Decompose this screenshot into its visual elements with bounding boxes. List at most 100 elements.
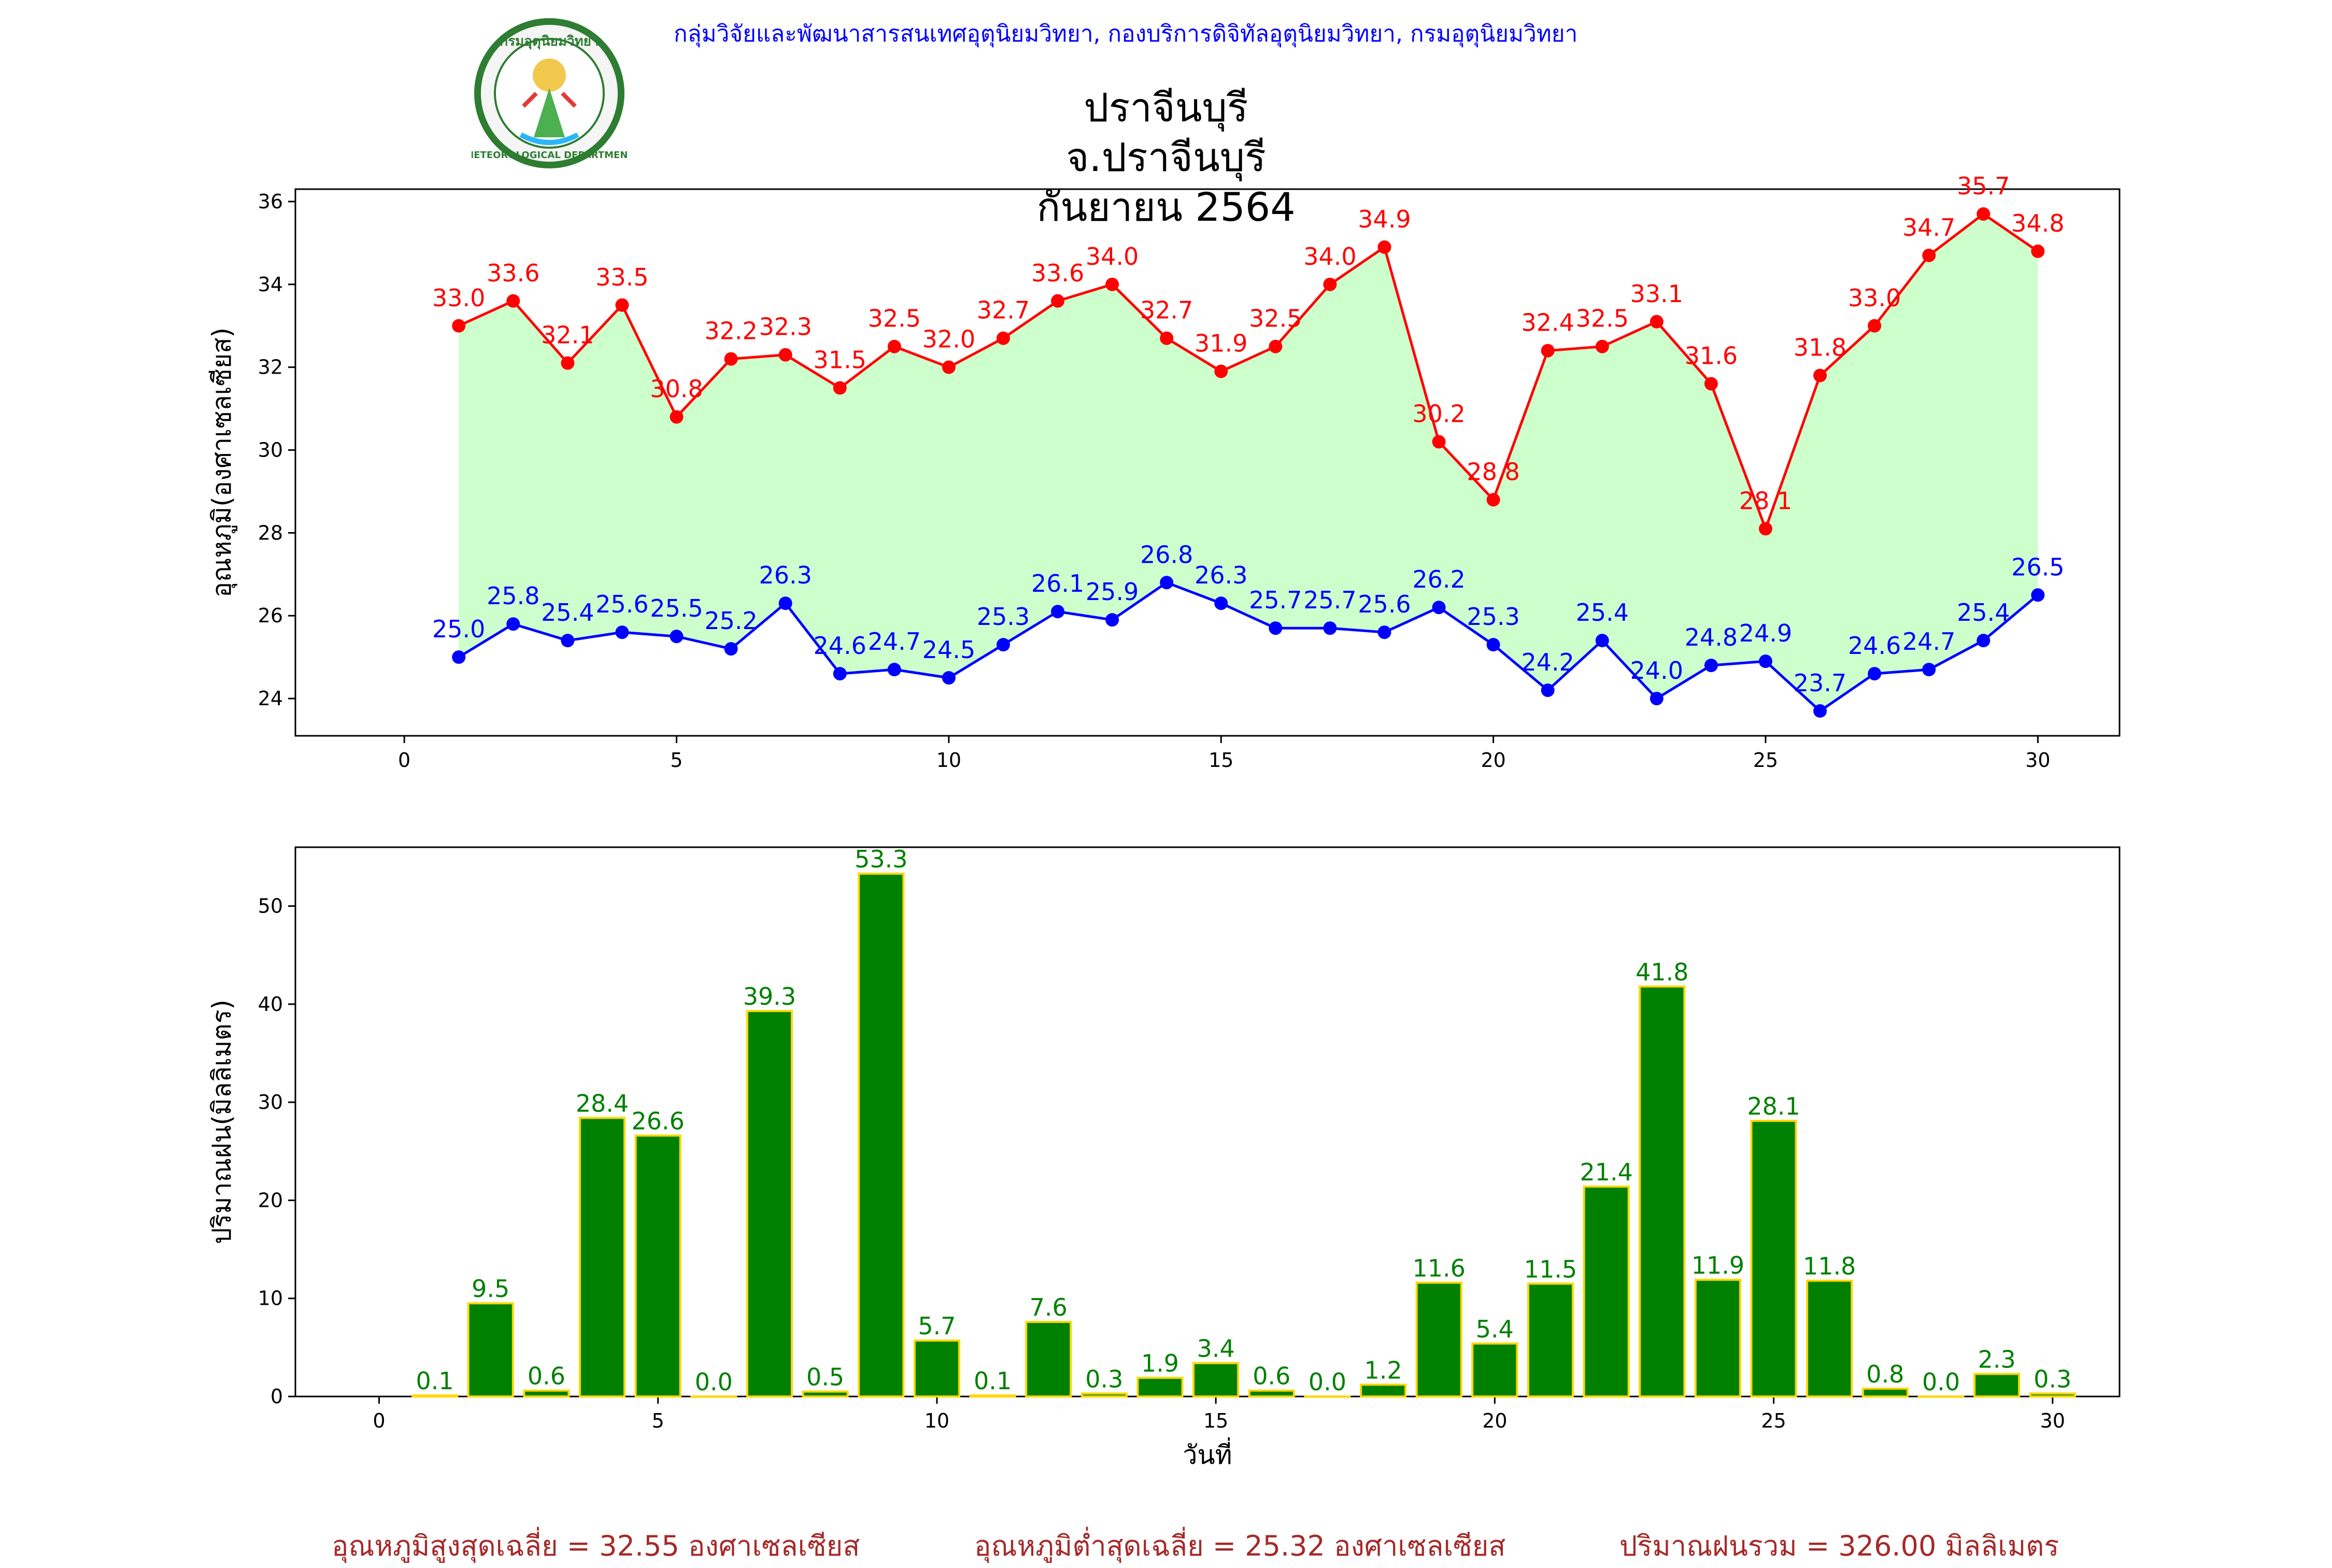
temp-min-data-label: 24.7 — [1902, 628, 1955, 655]
temp-max-point — [724, 352, 738, 366]
temp-min-point — [1269, 621, 1283, 635]
temp-min-point — [1377, 625, 1391, 639]
temp-max-data-label: 33.5 — [595, 263, 648, 291]
seal-bottom-text: METEOROLOGICAL DEPARTMENT — [472, 150, 627, 161]
rain-data-label: 0.5 — [806, 1363, 844, 1391]
rain-bar — [969, 1394, 1016, 1398]
temp-min-data-label: 26.3 — [759, 561, 812, 589]
temp-ytick-label: 34 — [258, 273, 283, 296]
temp-max-data-label: 32.1 — [541, 321, 594, 349]
temp-max-data-label: 30.2 — [1412, 400, 1465, 428]
temp-ytick-label: 30 — [258, 439, 283, 462]
temp-max-data-label: 32.3 — [759, 313, 812, 341]
temp-ytick-label: 28 — [258, 521, 283, 544]
rain-data-label: 0.1 — [974, 1367, 1012, 1395]
temp-max-point — [1160, 331, 1174, 345]
temp-max-point — [1214, 364, 1228, 378]
rain-ytick-label: 20 — [258, 1189, 283, 1211]
temp-xtick-label: 25 — [1753, 749, 1778, 772]
temp-min-point — [1704, 659, 1718, 673]
rain-bar — [1080, 1392, 1128, 1398]
temp-min-point — [1323, 621, 1337, 635]
temp-min-point — [1432, 601, 1446, 615]
temp-max-data-label: 32.4 — [1522, 309, 1574, 337]
rain-bar — [1973, 1373, 2021, 1398]
rain-bar — [1861, 1387, 1909, 1398]
rain-ylabel: ปริมาณฝน(มิลลิเมตร) — [207, 1000, 237, 1244]
temp-max-data-label: 32.7 — [977, 296, 1030, 324]
period-title: กันยายน 2564 — [1036, 184, 1296, 230]
rain-xtick-label: 20 — [1482, 1409, 1507, 1432]
temp-min-data-label: 25.3 — [977, 603, 1030, 631]
rain-data-label: 21.4 — [1580, 1158, 1632, 1186]
temp-min-point — [724, 642, 738, 656]
temp-max-point — [1051, 294, 1065, 308]
temp-min-data-label: 25.7 — [1303, 586, 1356, 614]
temp-max-point — [1595, 339, 1609, 353]
rain-bar — [467, 1302, 514, 1398]
temp-min-data-label: 25.8 — [487, 582, 539, 610]
temp-min-data-label: 25.6 — [1358, 590, 1411, 618]
rain-data-label: 1.2 — [1364, 1356, 1402, 1384]
rain-data-label: 28.4 — [576, 1089, 629, 1117]
rain-data-label: 5.4 — [1476, 1315, 1514, 1343]
rain-bar — [690, 1395, 737, 1398]
temp-min-data-label: 25.6 — [595, 590, 648, 618]
temp-min-data-label: 25.4 — [1576, 598, 1629, 626]
rain-data-label: 41.8 — [1636, 958, 1688, 986]
temp-max-point — [1922, 248, 1936, 262]
rain-xtick-label: 0 — [373, 1409, 385, 1432]
temp-xtick-label: 5 — [670, 749, 682, 772]
temp-ylabel: อุณหภูมิ(องศาเซลเซียส) — [207, 327, 237, 597]
rain-bar — [634, 1134, 681, 1398]
rain-bar — [858, 873, 905, 1398]
temp-max-point — [1377, 240, 1391, 254]
temp-max-point — [1650, 315, 1663, 329]
temp-max-data-label: 34.0 — [1303, 243, 1356, 270]
temp-range-fill — [459, 213, 2038, 711]
temp-max-point — [1541, 344, 1555, 358]
temp-min-data-label: 23.7 — [1794, 669, 1846, 697]
temp-max-data-label: 33.6 — [487, 259, 539, 287]
rainfall-chart: 0 5 10 15 20 25 30 0 10 20 30 40 50 ปริมาณฝน(มิลลิเมต… — [207, 845, 2121, 1470]
temp-min-point — [1976, 634, 1990, 648]
rain-data-label: 7.6 — [1030, 1293, 1068, 1321]
rain-data-label: 5.7 — [918, 1312, 956, 1340]
temp-min-data-label: 26.5 — [2011, 553, 2064, 581]
rain-data-label: 0.0 — [1309, 1368, 1346, 1396]
temp-frame — [294, 188, 2121, 737]
rain-ytick-label: 30 — [258, 1091, 283, 1114]
temp-min-line — [458, 581, 2039, 713]
temp-ytick-label: 36 — [258, 190, 283, 213]
temp-max-data-label: 28.1 — [1739, 487, 1792, 515]
temp-max-data-label: 30.8 — [650, 375, 703, 403]
temp-min-data-label: 24.9 — [1739, 619, 1792, 647]
rain-xtick-label: 5 — [652, 1409, 664, 1432]
temp-max-point — [615, 298, 629, 312]
temp-min-point — [1650, 692, 1663, 706]
temp-max-line — [458, 212, 2039, 533]
rain-data-label: 11.6 — [1413, 1254, 1466, 1282]
rain-xtick-label: 30 — [2040, 1409, 2065, 1432]
rain-data-label: 11.8 — [1803, 1252, 1856, 1280]
temp-min-data-label: 25.0 — [432, 615, 485, 643]
temp-min-point — [561, 634, 575, 648]
rain-bar — [1304, 1395, 1351, 1398]
temp-max-point — [1269, 339, 1283, 353]
temp-min-point — [1813, 704, 1827, 718]
temp-max-point — [1813, 368, 1827, 382]
temp-min-point — [615, 625, 629, 639]
rain-data-label: 1.9 — [1141, 1349, 1179, 1377]
temp-xtick-label: 20 — [1481, 749, 1505, 772]
rain-bar — [523, 1389, 570, 1398]
temp-max-point — [1323, 277, 1337, 291]
avg-min-summary: อุณหภูมิต่ำสุดเฉลี่ย = 25.32 องศาเซลเซีย… — [974, 1530, 1506, 1562]
rain-xtick-label: 15 — [1203, 1409, 1228, 1432]
rain-data-label: 53.3 — [855, 845, 907, 873]
temp-min-point — [1595, 634, 1609, 648]
station-title: ปราจีนบุรี จ.ปราจีนบุรี — [1066, 84, 1266, 180]
rain-bar — [1527, 1282, 1574, 1398]
temp-min-data-label: 24.0 — [1630, 657, 1683, 685]
meteorological-department-seal: กรมอุตุนิยมวิทยา METEOROLOGICAL DEPARTME… — [472, 18, 627, 168]
rain-bar — [1192, 1362, 1240, 1398]
